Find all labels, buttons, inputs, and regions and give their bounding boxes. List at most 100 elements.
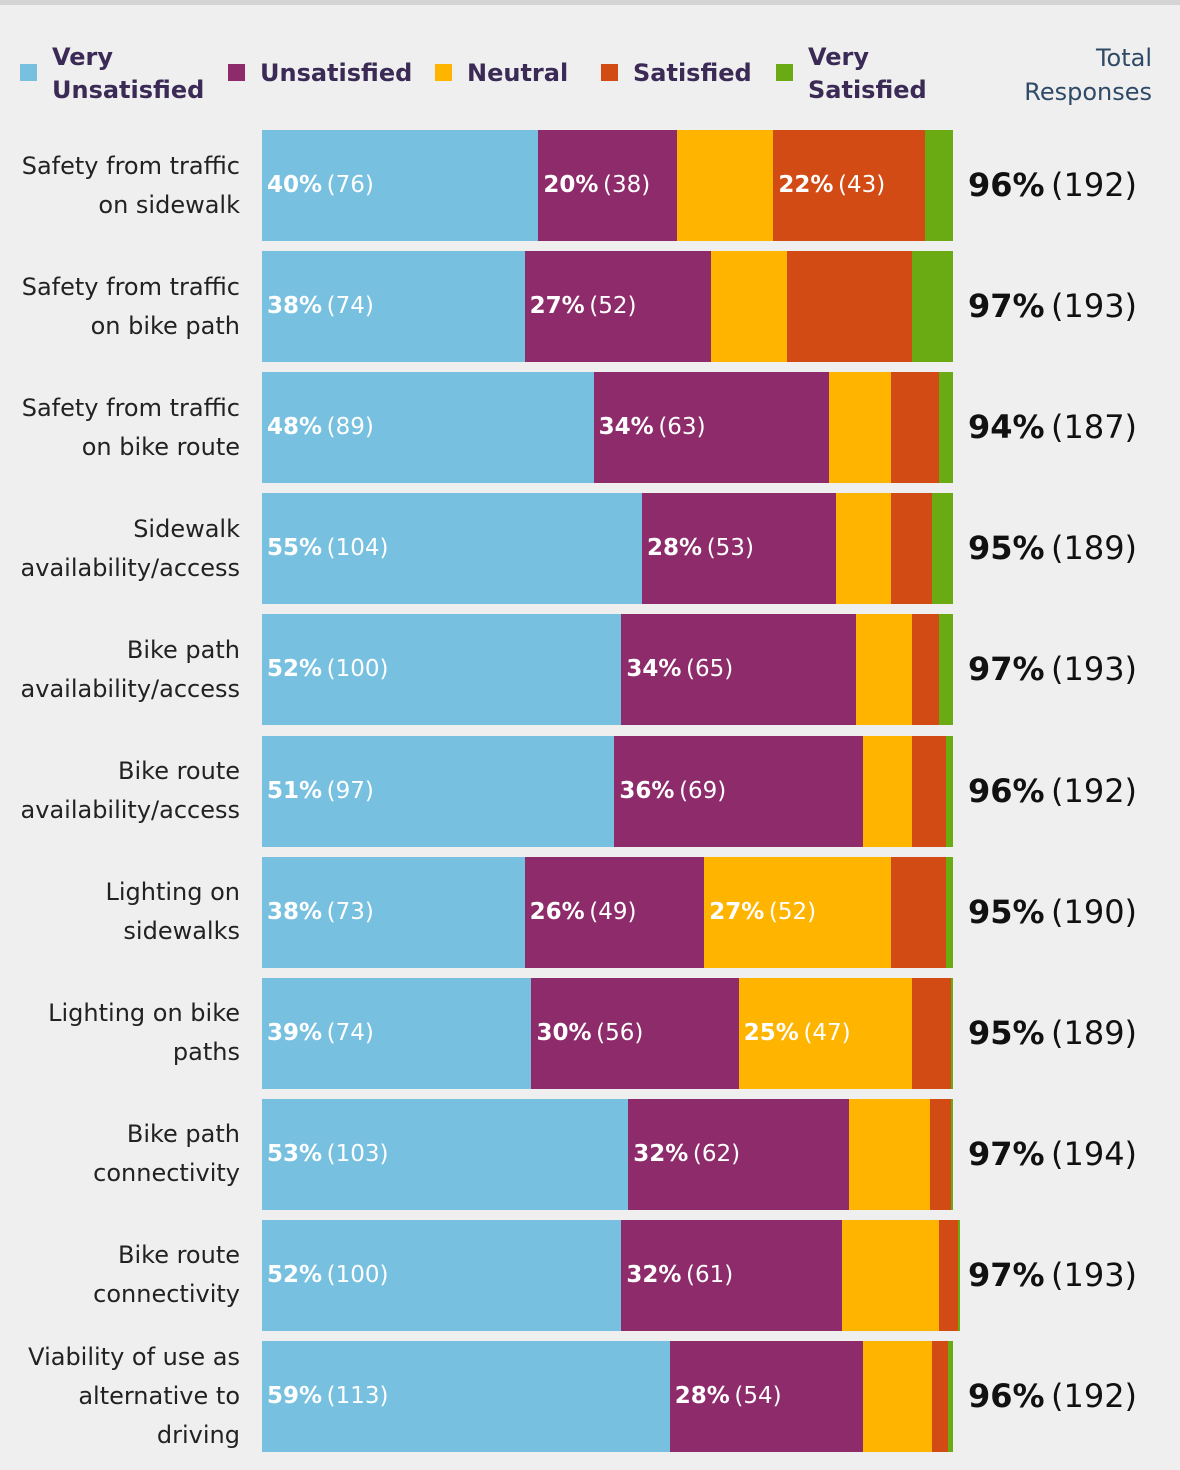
bar-label: 59% (113) [267,1341,389,1452]
bar-label: 20% (38) [543,130,650,241]
total-header: Total Responses [1024,44,1152,106]
bar-segment [946,856,953,968]
bar-segment [262,1098,629,1210]
total-count: (193) [1050,287,1138,326]
total-percent: 97% [968,1255,1045,1294]
total-count: (192) [1050,771,1138,810]
bar-label-count: (62) [692,1140,741,1167]
bar-label: 51% (97) [267,736,374,847]
bar-label-percent: 53% [267,1140,323,1167]
legend-label: Satisfied [633,59,752,87]
total-count: (193) [1050,650,1138,689]
bar-label-count: (69) [679,777,727,804]
bar-label-percent: 34% [598,414,654,441]
top-rule [0,0,1180,5]
category-label: Bike path connectivity [93,1120,240,1188]
bar-label-percent: 30% [536,1019,592,1046]
legend-swatch [776,64,793,81]
total-percent: 95% [968,529,1045,568]
bar-label: 27% (52) [709,857,816,968]
total-label: 96% (192) [968,130,1137,241]
bar-label: 40% (76) [267,130,374,241]
bar-label-count: (104) [326,535,389,562]
bar-label: 34% (65) [626,614,733,725]
bar-label-count: (74) [326,1019,374,1046]
total-label: 96% (192) [968,1341,1137,1452]
bar-segment [849,1098,931,1210]
bar-label-count: (89) [326,414,374,441]
category-label: Bike route availability/access [20,757,240,824]
bar-label-count: (53) [706,535,754,562]
bar-segment [773,130,926,241]
bar-label-count: (100) [326,1261,389,1288]
bar-label-percent: 48% [267,414,323,441]
legend-swatch [601,64,618,81]
total-label: 95% (190) [968,857,1137,968]
bar-segment [911,735,947,847]
bar-label-count: (52) [768,898,817,925]
bar-label-count: (47) [803,1019,851,1046]
total-count: (190) [1050,892,1138,931]
bar-segment [950,977,953,1089]
bar-label: 36% (69) [619,736,726,847]
bar-segment [930,1098,951,1210]
bar-segment [262,977,532,1089]
bar-segment [863,1341,933,1452]
bar-segment [925,130,953,241]
total-percent: 94% [968,408,1045,447]
bar-segment [614,735,864,847]
bar-label-percent: 27% [709,898,765,925]
bar-segment [262,1341,670,1452]
bar-label-percent: 38% [267,293,323,320]
bar-label-count: (43) [837,172,886,198]
bar-segment [704,856,891,968]
bar-segment [262,856,525,968]
bar-label-percent: 26% [529,898,585,925]
bar-label-percent: 20% [543,172,599,198]
bar-segment [642,493,836,605]
bar-segment [957,1219,960,1331]
bar-label-count: (76) [326,172,374,198]
bar-segment [711,251,788,363]
bar-label: 38% (74) [267,251,374,362]
category-label: Safety from traffic on bike route [21,393,240,461]
bar-segment [262,372,594,484]
bar-label-count: (100) [326,656,389,683]
bar-label: 55% (104) [267,493,389,604]
bar-label-percent: 32% [633,1140,689,1167]
bar-label-percent: 55% [267,535,323,562]
bar-segment [262,614,622,726]
bar-label: 38% (73) [267,857,374,968]
bar-label: 52% (100) [267,1220,389,1331]
bar-label-percent: 27% [529,293,585,320]
bar-label: 32% (61) [626,1220,733,1331]
category-label: Safety from traffic on sidewalk [21,151,240,219]
bar-segment [948,1341,953,1452]
total-percent: 95% [968,1013,1045,1052]
category-label: Lighting on sidewalks [105,878,240,946]
bar-label-count: (74) [326,293,374,320]
bar-segment [890,372,940,484]
bar-segment [890,856,947,968]
bar-segment [835,493,891,605]
bar-segment [593,372,829,484]
bar-segment [828,372,891,484]
bar-label-count: (54) [734,1383,782,1409]
bar-label: 28% (54) [675,1341,782,1452]
total-count: (189) [1050,1013,1138,1052]
total-label: 94% (187) [968,372,1137,483]
total-count: (189) [1050,529,1138,568]
bar-label: 30% (56) [536,978,643,1089]
bar-label-percent: 51% [267,777,323,804]
bar-label-percent: 59% [267,1383,323,1409]
bar-segment [950,1098,953,1210]
bar-segment [856,614,912,726]
bar-label: 32% (62) [633,1099,740,1210]
bar-label-percent: 39% [267,1019,323,1046]
bar-segment [787,251,912,363]
bar-segment [911,614,940,726]
bar-segment [524,856,705,968]
bar-segment [939,1219,958,1331]
bar-label-percent: 32% [626,1261,682,1288]
